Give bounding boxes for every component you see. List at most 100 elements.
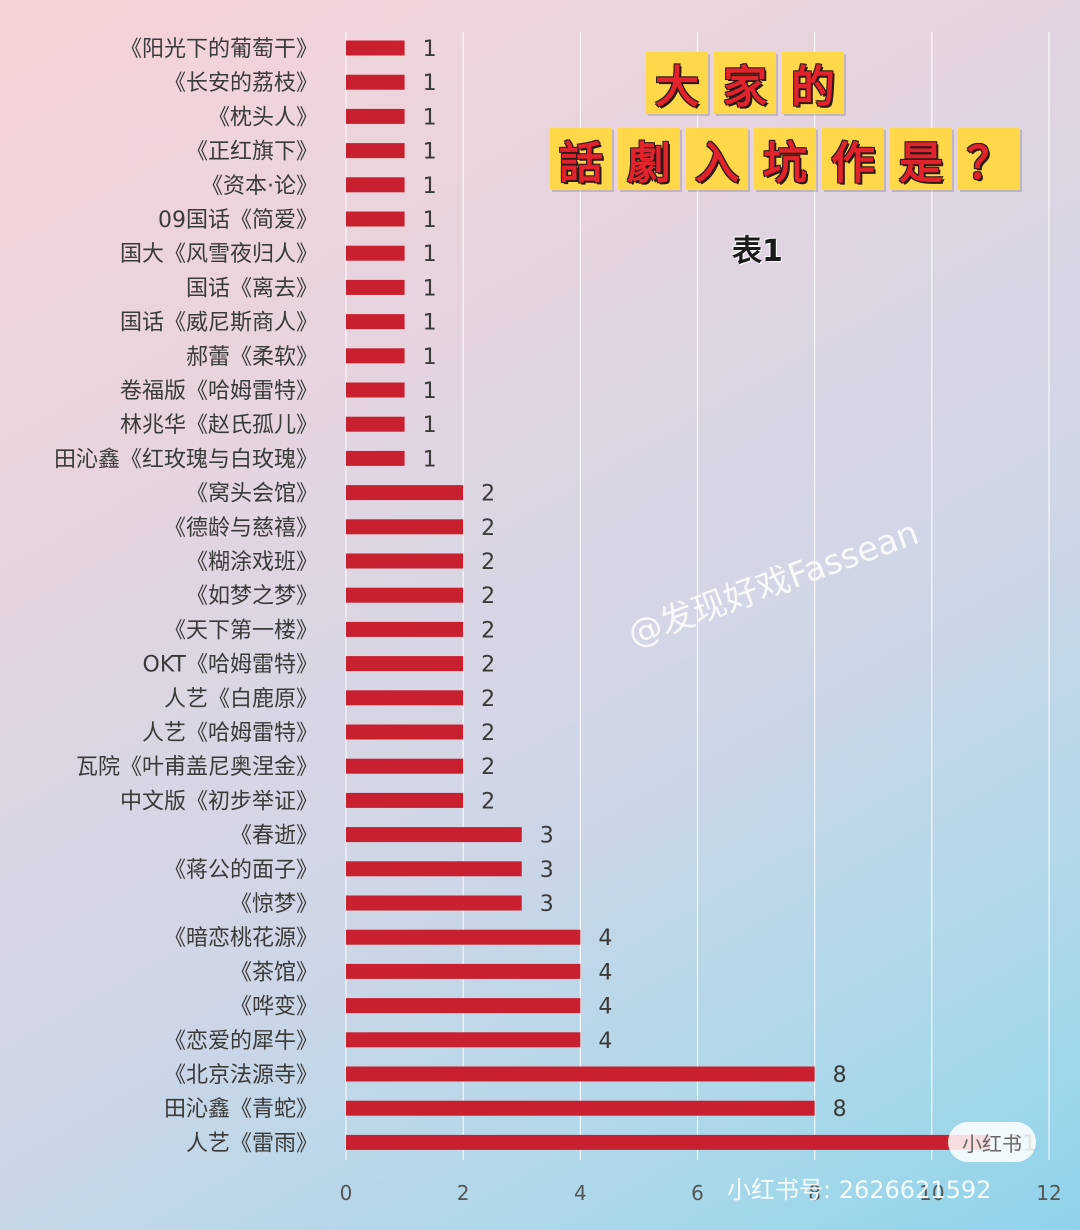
category-label-29: 《恋爱的犀牛》 bbox=[164, 1029, 318, 1054]
value-label-6: 1 bbox=[423, 242, 437, 267]
value-label-16: 2 bbox=[481, 584, 495, 609]
x-tick-label-0: 0 bbox=[340, 1181, 353, 1205]
title-row-1: 大家的 bbox=[435, 52, 1055, 114]
title-row1-char-1: 家 bbox=[714, 52, 776, 114]
bar-1 bbox=[346, 74, 405, 90]
bar-22 bbox=[346, 792, 464, 808]
bar-29 bbox=[346, 1032, 581, 1048]
bar-3 bbox=[346, 143, 405, 159]
category-label-12: 田沁鑫《红玫瑰与白玫瑰》 bbox=[54, 447, 318, 472]
bar-14 bbox=[346, 519, 464, 535]
value-label-18: 2 bbox=[481, 653, 495, 678]
category-label-4: 《资本·论》 bbox=[201, 174, 318, 199]
value-label-26: 4 bbox=[598, 926, 612, 951]
category-label-6: 国大《风雪夜归人》 bbox=[120, 242, 318, 267]
bar-30 bbox=[346, 1066, 815, 1082]
chart-subtitle: 表1 bbox=[732, 234, 783, 269]
bar-6 bbox=[346, 245, 405, 261]
title-row2-char-0: 話 bbox=[550, 128, 612, 190]
value-label-7: 1 bbox=[423, 276, 437, 301]
bar-10 bbox=[346, 382, 405, 398]
bar-0 bbox=[346, 40, 405, 56]
chart-title: 大家的 話劇入坑作是？ bbox=[515, 52, 1055, 204]
bar-31 bbox=[346, 1100, 815, 1116]
value-label-9: 1 bbox=[423, 345, 437, 370]
value-label-22: 2 bbox=[481, 789, 495, 814]
category-label-8: 国话《威尼斯商人》 bbox=[120, 311, 318, 336]
value-label-30: 8 bbox=[833, 1063, 847, 1088]
category-label-18: OKT《哈姆雷特》 bbox=[143, 653, 318, 678]
category-label-31: 田沁鑫《青蛇》 bbox=[164, 1097, 318, 1122]
bar-20 bbox=[346, 724, 464, 740]
bar-2 bbox=[346, 108, 405, 124]
bar-17 bbox=[346, 621, 464, 637]
value-label-5: 1 bbox=[423, 208, 437, 233]
value-label-29: 4 bbox=[598, 1029, 612, 1054]
bar-32 bbox=[346, 1134, 991, 1150]
category-label-14: 《德龄与慈禧》 bbox=[164, 516, 318, 541]
category-label-7: 国话《离去》 bbox=[186, 276, 318, 301]
x-tick-label-10: 10 bbox=[919, 1181, 944, 1205]
category-label-5: 09国话《简爱》 bbox=[158, 208, 318, 233]
value-label-21: 2 bbox=[481, 755, 495, 780]
category-label-20: 人艺《哈姆雷特》 bbox=[142, 721, 318, 746]
category-label-27: 《茶馆》 bbox=[230, 960, 318, 985]
value-label-27: 4 bbox=[598, 960, 612, 985]
x-tick-label-6: 6 bbox=[691, 1181, 704, 1205]
value-label-28: 4 bbox=[598, 995, 612, 1020]
title-row2-char-6: ？ bbox=[958, 128, 1020, 190]
category-label-30: 《北京法源寺》 bbox=[164, 1063, 318, 1088]
title-row2-char-1: 劇 bbox=[618, 128, 680, 190]
bar-26 bbox=[346, 929, 581, 945]
value-label-15: 2 bbox=[481, 550, 495, 575]
value-label-12: 1 bbox=[423, 447, 437, 472]
category-label-0: 《阳光下的葡萄干》 bbox=[120, 37, 318, 62]
title-row1-char-2: 的 bbox=[782, 52, 844, 114]
value-label-13: 2 bbox=[481, 482, 495, 507]
value-label-20: 2 bbox=[481, 721, 495, 746]
bar-12 bbox=[346, 450, 405, 466]
bar-15 bbox=[346, 553, 464, 569]
x-tick-label-2: 2 bbox=[457, 1181, 470, 1205]
category-label-17: 《天下第一楼》 bbox=[164, 618, 318, 643]
value-label-17: 2 bbox=[481, 618, 495, 643]
category-label-25: 《惊梦》 bbox=[230, 892, 318, 917]
x-tick-label-4: 4 bbox=[574, 1181, 587, 1205]
value-label-23: 3 bbox=[540, 824, 554, 849]
value-label-2: 1 bbox=[423, 105, 437, 130]
value-label-19: 2 bbox=[481, 687, 495, 712]
bar-4 bbox=[346, 177, 405, 193]
platform-id-text: 小红书号: 2626621592 bbox=[727, 1176, 992, 1204]
value-label-0: 1 bbox=[423, 37, 437, 62]
bar-8 bbox=[346, 314, 405, 330]
category-label-21: 瓦院《叶甫盖尼奥涅金》 bbox=[76, 755, 318, 780]
bar-13 bbox=[346, 485, 464, 501]
x-tick-label-8: 8 bbox=[808, 1181, 821, 1205]
category-label-26: 《暗恋桃花源》 bbox=[164, 926, 318, 951]
category-label-15: 《糊涂戏班》 bbox=[186, 550, 318, 575]
value-label-4: 1 bbox=[423, 174, 437, 199]
bar-21 bbox=[346, 758, 464, 774]
category-label-13: 《窝头会馆》 bbox=[186, 482, 318, 507]
category-label-3: 《正红旗下》 bbox=[186, 140, 318, 165]
value-label-14: 2 bbox=[481, 516, 495, 541]
title-row2-char-5: 是 bbox=[890, 128, 952, 190]
value-label-1: 1 bbox=[423, 71, 437, 96]
platform-badge: 小红书 bbox=[948, 1122, 1036, 1162]
title-row1-char-0: 大 bbox=[646, 52, 708, 114]
category-label-32: 人艺《雷雨》 bbox=[186, 1131, 318, 1156]
title-row2-char-3: 坑 bbox=[754, 128, 816, 190]
title-row2-char-2: 入 bbox=[686, 128, 748, 190]
bar-9 bbox=[346, 348, 405, 364]
bar-16 bbox=[346, 587, 464, 603]
value-label-10: 1 bbox=[423, 379, 437, 404]
category-label-11: 林兆华《赵氏孤儿》 bbox=[120, 413, 318, 438]
bar-25 bbox=[346, 895, 522, 911]
bar-5 bbox=[346, 211, 405, 227]
bar-11 bbox=[346, 416, 405, 432]
bar-28 bbox=[346, 998, 581, 1014]
value-label-3: 1 bbox=[423, 140, 437, 165]
bar-24 bbox=[346, 861, 522, 877]
title-row-2: 話劇入坑作是？ bbox=[515, 128, 1055, 190]
